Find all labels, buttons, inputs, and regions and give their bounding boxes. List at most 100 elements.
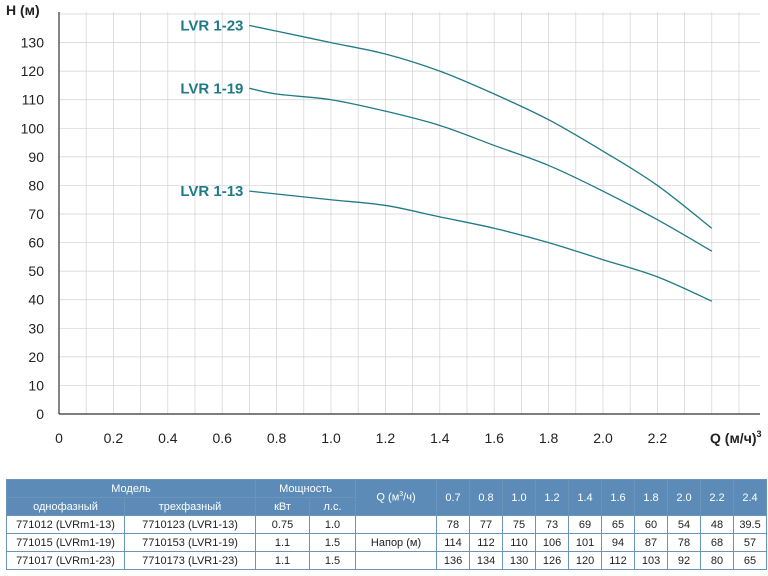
head-value: 78: [436, 515, 471, 534]
power-hp: 1.5: [309, 533, 357, 552]
series-line: [249, 87, 713, 252]
y-tick-label: 100: [21, 120, 45, 136]
y-axis-title: H (м): [6, 2, 40, 18]
power-header: Мощность: [255, 479, 357, 498]
head-value: 114: [436, 533, 471, 552]
q-value-header: 0.8: [469, 479, 504, 516]
head-value: 112: [601, 551, 636, 570]
single-phase-model: 771015 (LVRm1-19): [6, 533, 125, 552]
q-header-label: Q (м: [376, 491, 400, 504]
power-kw: 1.1: [255, 533, 311, 552]
power-kw: 1.1: [255, 551, 311, 570]
grid: [59, 12, 760, 414]
head-value: 136: [436, 551, 471, 570]
head-value: 120: [568, 551, 603, 570]
table-row: 771012 (LVRm1-13) 7710123 (LVR1-13) 0.75 1.…: [6, 515, 768, 534]
table-body: 771012 (LVRm1-13) 7710123 (LVR1-13) 0.75 1.…: [6, 515, 768, 570]
y-tick-label: 30: [28, 320, 44, 336]
single-phase-model: 771012 (LVRm1-13): [6, 515, 125, 534]
q-value-header: 2.2: [700, 479, 735, 516]
head-value: 80: [700, 551, 735, 570]
head-value: 39.5: [733, 515, 768, 534]
head-value: 54: [667, 515, 702, 534]
head-label-blank: [355, 551, 438, 570]
hp-header: л.с.: [309, 497, 357, 516]
table-row: 771017 (LVRm1-23) 7710173 (LVR1-23) 1.1 1.5…: [6, 551, 768, 570]
three-phase-model: 7710173 (LVR1-23): [123, 551, 257, 570]
y-tick-label: 40: [28, 292, 44, 308]
x-tick-label: 0.4: [158, 430, 178, 446]
series-label: LVR 1-19: [180, 80, 243, 97]
three-phase-model: 7710123 (LVR1-13): [123, 515, 257, 534]
y-tick-label: 90: [28, 149, 44, 165]
head-value: 87: [634, 533, 669, 552]
head-value: 92: [667, 551, 702, 570]
x-tick-label: 1.8: [539, 430, 559, 446]
q-value-header: 2.0: [667, 479, 702, 516]
y-tick-label: 60: [28, 235, 44, 251]
power-hp: 1.5: [309, 551, 357, 570]
head-value: 106: [535, 533, 570, 552]
x-tick-label: 0.8: [267, 430, 287, 446]
kw-header: кВт: [255, 497, 311, 516]
q-value-header: 1.2: [535, 479, 570, 516]
x-tick-label: 2.2: [648, 430, 668, 446]
power-kw: 0.75: [255, 515, 311, 534]
head-value: 110: [502, 533, 537, 552]
head-label-blank: [355, 515, 438, 534]
x-axis-title: Q (м/ч)3: [710, 429, 762, 446]
y-tick-label: 70: [28, 206, 44, 222]
q-value-header: 1.8: [634, 479, 669, 516]
head-value: 73: [535, 515, 570, 534]
head-value: 112: [469, 533, 504, 552]
q-header-suffix: /ч): [403, 491, 416, 504]
table-header-row-1: Модель Мощность Q (м3/ч) 0.7 0.8 1.0 1.2…: [5, 479, 768, 516]
three-phase-header: трехфазный: [123, 497, 257, 516]
x-tick-label: 1.4: [430, 430, 450, 446]
single-phase-model: 771017 (LVRm1-23): [6, 551, 125, 570]
spec-table: Модель Мощность Q (м3/ч) 0.7 0.8 1.0 1.2…: [5, 479, 768, 570]
head-value: 57: [733, 533, 768, 552]
y-tick-label: 110: [22, 92, 45, 108]
y-tick-label: 80: [28, 177, 44, 193]
head-value: 68: [700, 533, 735, 552]
x-tick-labels: 0 0.2 0.4 0.6 0.8 1.0 1.2 1.4 1.6 1.8 2.0 2.2: [55, 430, 667, 446]
x-tick-label: 0.2: [104, 430, 124, 446]
head-value: 69: [568, 515, 603, 534]
head-value: 65: [601, 515, 636, 534]
x-axis-title-sup: 3: [756, 429, 761, 439]
x-axis-title-text: Q (м/ч): [710, 430, 756, 446]
single-phase-header: однофазный: [6, 497, 125, 516]
head-label: Напор (м): [355, 533, 438, 552]
series-label: LVR 1-13: [180, 183, 243, 200]
three-phase-model: 7710153 (LVR1-19): [123, 533, 257, 552]
head-value: 60: [634, 515, 669, 534]
head-value: 134: [469, 551, 504, 570]
q-header: Q (м3/ч): [355, 479, 438, 516]
y-tick-label: 20: [28, 349, 44, 365]
x-tick-label: 1.6: [484, 430, 504, 446]
q-value-header: 0.7: [436, 479, 471, 516]
head-value: 126: [535, 551, 570, 570]
x-tick-label: 1.0: [321, 430, 341, 446]
x-tick-label: 1.2: [376, 430, 396, 446]
model-header: Модель: [5, 479, 257, 498]
q-header-sup: 3: [399, 491, 404, 499]
head-value: 77: [469, 515, 504, 534]
head-value: 103: [634, 551, 669, 570]
head-value: 75: [502, 515, 537, 534]
head-value: 94: [601, 533, 636, 552]
head-value: 101: [568, 533, 603, 552]
head-value: 65: [733, 551, 768, 570]
y-tick-label: 10: [28, 377, 44, 393]
series-line: [249, 24, 713, 229]
curves: LVR 1-23 LVR 1-19 LVR 1-13: [180, 17, 713, 302]
y-tick-label: 0: [36, 406, 44, 422]
head-value: 48: [700, 515, 735, 534]
head-value: 130: [502, 551, 537, 570]
table-row: 771015 (LVRm1-19) 7710153 (LVR1-19) 1.1 1.5…: [6, 533, 768, 552]
x-tick-label: 0.6: [212, 430, 232, 446]
q-value-header: 1.6: [601, 479, 636, 516]
x-tick-label: 2.0: [593, 430, 613, 446]
y-tick-label: 120: [21, 63, 45, 79]
